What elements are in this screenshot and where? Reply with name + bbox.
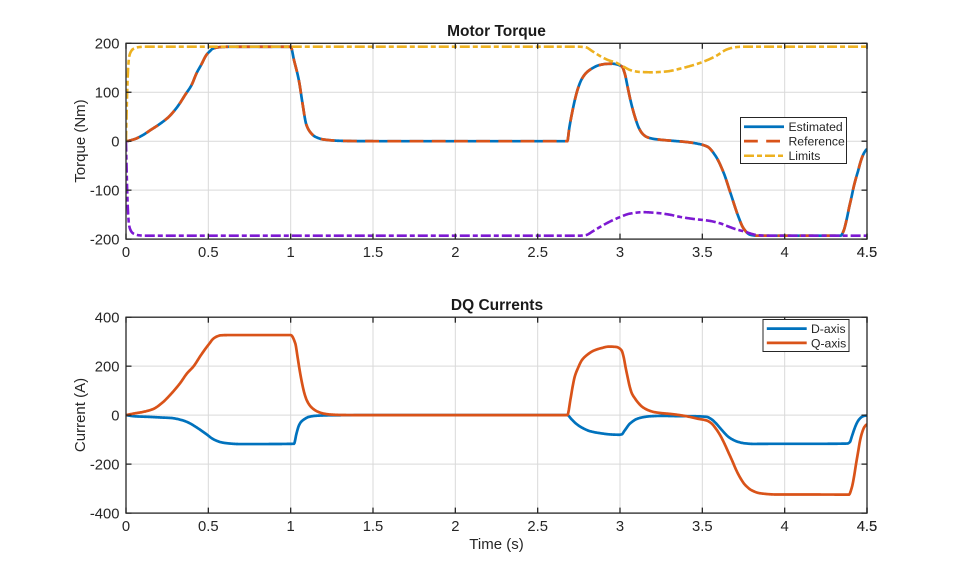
svg-text:0: 0: [111, 134, 119, 150]
svg-text:200: 200: [95, 359, 120, 375]
svg-text:1.5: 1.5: [363, 245, 384, 261]
svg-text:Current (A): Current (A): [72, 378, 89, 452]
svg-text:400: 400: [95, 310, 120, 326]
svg-text:Q-axis: Q-axis: [811, 336, 846, 350]
svg-text:1.5: 1.5: [363, 519, 384, 535]
svg-text:200: 200: [95, 37, 120, 53]
svg-text:-200: -200: [90, 457, 120, 473]
svg-text:0: 0: [122, 245, 130, 261]
svg-text:2.5: 2.5: [527, 519, 548, 535]
svg-text:3: 3: [616, 519, 624, 535]
svg-text:0: 0: [111, 408, 119, 424]
svg-text:-100: -100: [90, 183, 120, 199]
svg-text:Limits: Limits: [789, 149, 821, 163]
svg-text:2.5: 2.5: [527, 245, 548, 261]
svg-text:3: 3: [616, 245, 624, 261]
svg-text:1: 1: [287, 519, 295, 535]
svg-text:3.5: 3.5: [692, 245, 713, 261]
svg-text:4: 4: [781, 245, 789, 261]
svg-text:0.5: 0.5: [198, 245, 219, 261]
svg-text:Motor Torque: Motor Torque: [447, 23, 546, 40]
svg-text:-200: -200: [90, 232, 120, 248]
svg-text:3.5: 3.5: [692, 519, 713, 535]
svg-text:Estimated: Estimated: [789, 120, 843, 134]
svg-text:1: 1: [287, 245, 295, 261]
svg-text:2: 2: [451, 245, 459, 261]
svg-text:100: 100: [95, 85, 120, 101]
svg-text:4.5: 4.5: [857, 519, 878, 535]
svg-text:4: 4: [781, 519, 789, 535]
svg-text:4.5: 4.5: [857, 245, 878, 261]
svg-text:0.5: 0.5: [198, 519, 219, 535]
svg-text:2: 2: [451, 519, 459, 535]
svg-text:D-axis: D-axis: [811, 322, 846, 336]
svg-text:4.5: 4.5: [857, 245, 878, 261]
svg-text:Time (s): Time (s): [469, 536, 523, 553]
svg-text:-400: -400: [90, 506, 120, 522]
svg-text:DQ Currents: DQ Currents: [451, 297, 543, 314]
svg-text:0: 0: [122, 519, 130, 535]
svg-text:4.5: 4.5: [857, 519, 878, 535]
svg-text:Reference: Reference: [789, 134, 845, 148]
svg-text:Torque (Nm): Torque (Nm): [72, 99, 89, 182]
